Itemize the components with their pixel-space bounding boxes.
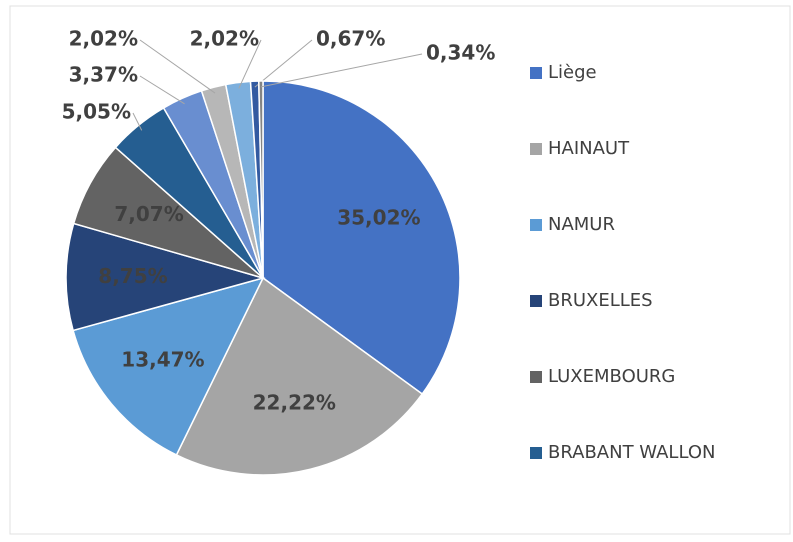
data-label: 35,02% [337, 206, 420, 230]
legend-swatch [530, 295, 542, 307]
data-label: 0,67% [316, 27, 385, 51]
legend-swatch [530, 447, 542, 459]
leader-line [254, 39, 313, 88]
data-label: 3,37% [69, 63, 138, 87]
leader-line [139, 75, 185, 105]
pie-slice [258, 80, 264, 279]
pie-slice [72, 276, 265, 456]
pie-slice [262, 80, 461, 396]
legend-swatch [530, 371, 542, 383]
data-label: 13,47% [121, 348, 204, 372]
legend-label: NAMUR [548, 214, 615, 235]
legend-swatch [530, 67, 542, 79]
legend-label: BRABANT WALLON [548, 442, 715, 463]
data-label: 8,75% [98, 264, 167, 288]
data-label: 0,34% [426, 41, 495, 65]
pie-slice [175, 276, 424, 476]
leader-line [132, 112, 143, 131]
pie-slice [65, 222, 266, 332]
data-label: 2,02% [69, 27, 138, 51]
legend-label: Liège [548, 62, 597, 83]
leader-line [139, 39, 216, 94]
legend-swatch [530, 219, 542, 231]
legend-label: HAINAUT [548, 138, 630, 159]
data-label: 22,22% [253, 391, 336, 415]
legend-label: LUXEMBOURG [548, 366, 675, 387]
leader-line [238, 39, 262, 89]
legend-swatch [530, 143, 542, 155]
legend-label: BRUXELLES [548, 290, 653, 311]
leader-line [260, 53, 423, 88]
data-label: 2,02% [190, 27, 259, 51]
data-label: 5,05% [62, 100, 131, 124]
data-label: 7,07% [114, 202, 183, 226]
